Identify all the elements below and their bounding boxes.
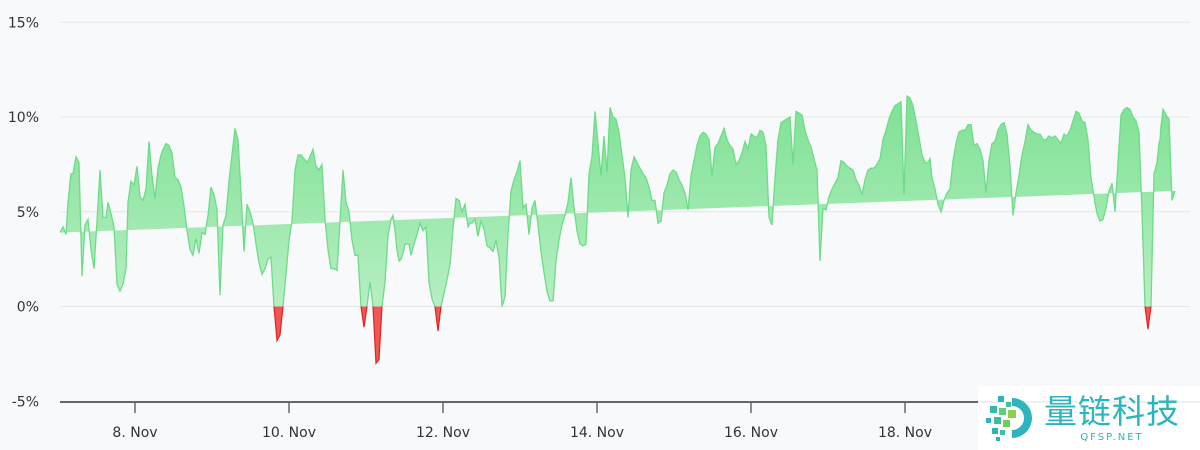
- y-tick-label: -5%: [12, 394, 39, 410]
- data-series: [59, 95, 1176, 366]
- y-tick-label: 0%: [17, 300, 39, 316]
- y-axis-labels: 15% 10% 5% 0% -5%: [8, 15, 39, 410]
- x-tick-label: 14. Nov: [570, 425, 624, 441]
- y-tick-label: 15%: [8, 15, 39, 31]
- x-tick-label: 8. Nov: [112, 425, 157, 441]
- watermark: 量链科技 QFSP.NET: [978, 386, 1200, 450]
- brand-logo-icon: [982, 390, 1042, 446]
- x-tick-label: 18. Nov: [878, 425, 932, 441]
- brand-name-cn: 量链科技: [1044, 392, 1180, 431]
- x-tick-label: 16. Nov: [724, 425, 778, 441]
- y-tick-label: 10%: [8, 110, 39, 126]
- x-tick-label: 12. Nov: [416, 425, 470, 441]
- positive-line: [59, 95, 1176, 307]
- positive-area: [60, 96, 1175, 307]
- brand-name-en: QFSP.NET: [1080, 432, 1144, 443]
- y-tick-label: 5%: [17, 205, 39, 221]
- x-tick-label: 10. Nov: [262, 425, 316, 441]
